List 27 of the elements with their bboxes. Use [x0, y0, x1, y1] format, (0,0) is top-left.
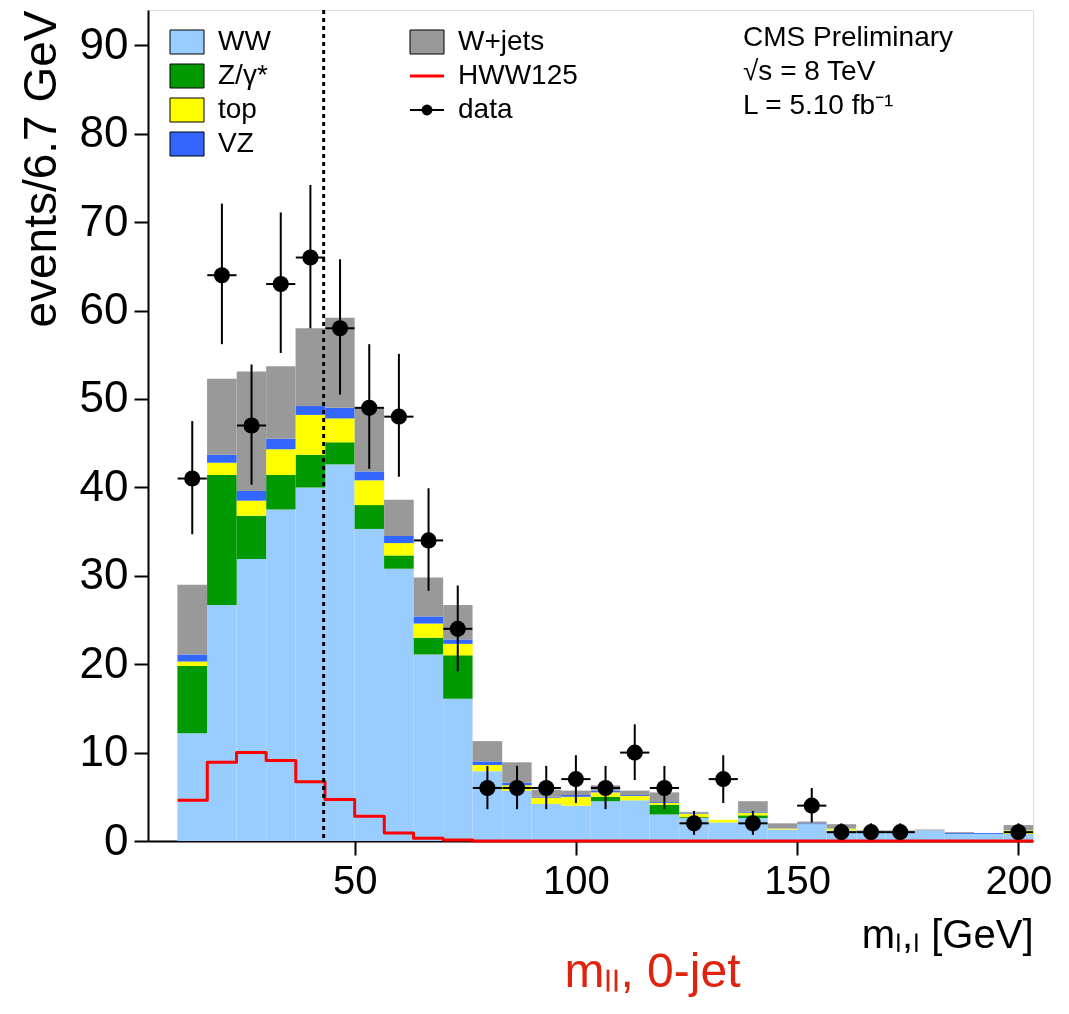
annotation: √s = 8 TeV — [743, 55, 876, 86]
y-tick-label: 80 — [79, 107, 129, 157]
legend-label: data — [458, 93, 513, 124]
legend-label: Z/γ* — [218, 59, 268, 90]
x-tick-label: 150 — [764, 857, 832, 902]
y-tick-label: 90 — [79, 18, 129, 68]
y-tick-label: 10 — [79, 726, 129, 776]
legend-label: W+jets — [458, 25, 545, 56]
text: mₗₗ, 0-jet — [564, 944, 741, 997]
y-tick-label: 40 — [79, 460, 129, 510]
x-axis-title: mₗ,ₗ [GeV] — [861, 911, 1034, 956]
annotation: CMS Preliminary — [743, 21, 954, 52]
x-tick-label: 200 — [985, 857, 1053, 902]
annotation: L = 5.10 fb⁻¹ — [743, 89, 894, 120]
legend-label: HWW125 — [458, 59, 578, 90]
y-tick-label: 0 — [104, 814, 129, 864]
x-tick-label: 100 — [543, 857, 610, 902]
legend-label: WW — [218, 25, 272, 56]
y-tick-label: 30 — [79, 549, 129, 599]
legend-label: VZ — [218, 127, 254, 158]
y-tick-label: 70 — [79, 195, 129, 245]
y-axis-title: events/6.7 GeV — [13, 10, 66, 328]
x-tick-label: 50 — [332, 857, 378, 902]
y-tick-label: 60 — [79, 284, 129, 334]
y-tick-label: 50 — [79, 372, 129, 422]
legend-label: top — [218, 93, 257, 124]
y-tick-label: 20 — [79, 637, 129, 687]
